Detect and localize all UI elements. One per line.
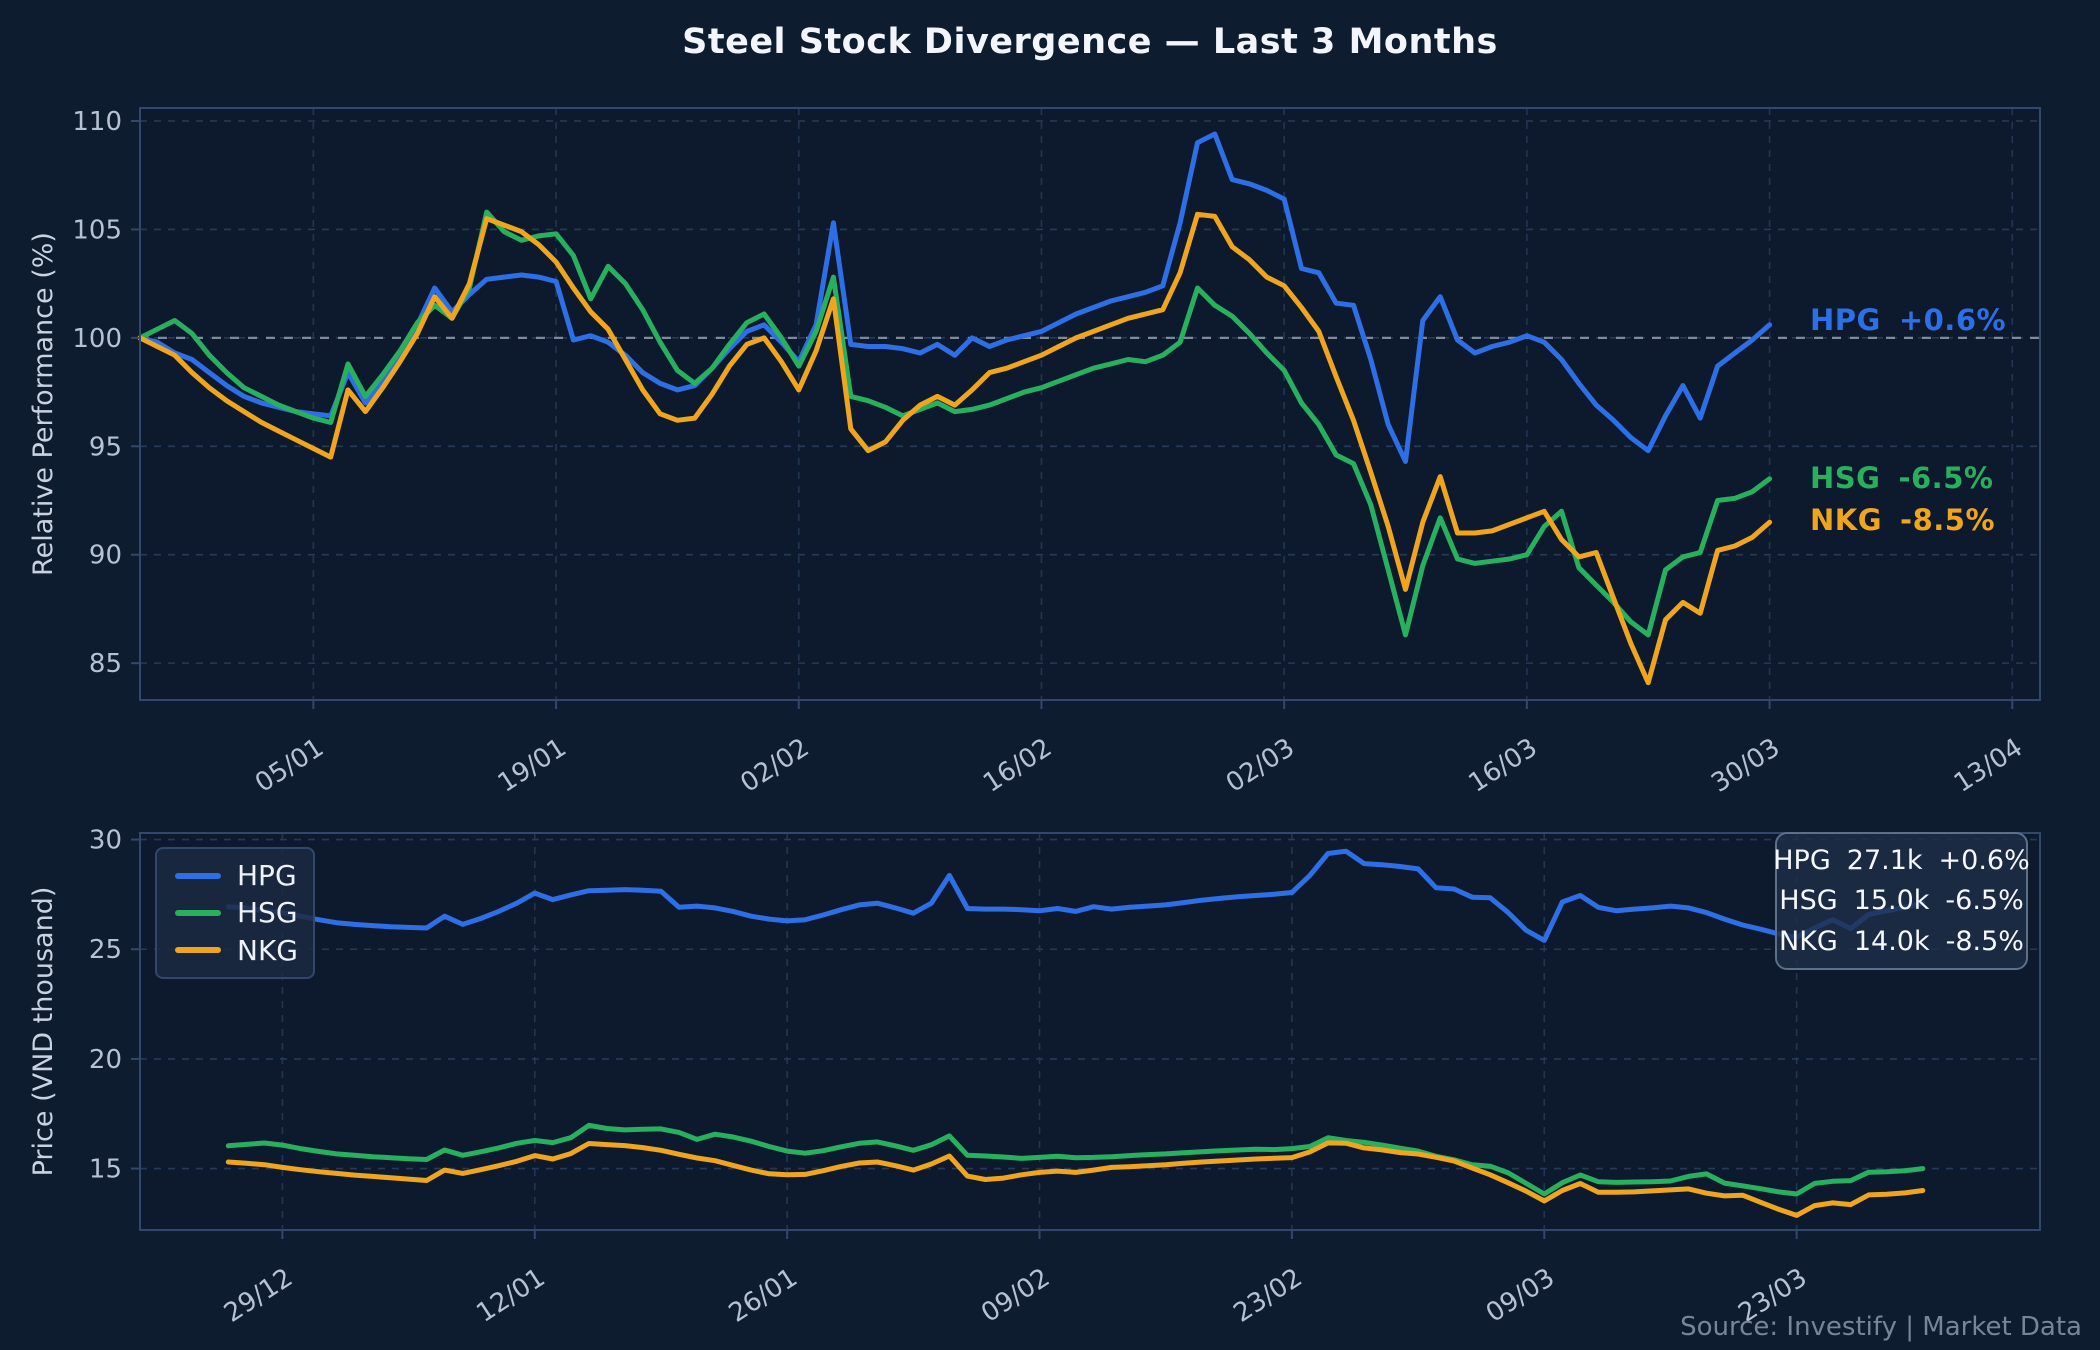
legend-label-hpg: HPG bbox=[237, 859, 297, 892]
price-summary-row-hpg: HPG 27.1k +0.6% bbox=[1787, 845, 2016, 876]
steel-stocks-dashboard: Steel Stock Divergence — Last 3 Months 0… bbox=[0, 0, 2100, 1350]
y-tick-label: 95 bbox=[89, 432, 122, 462]
y-tick-label: 90 bbox=[89, 541, 122, 571]
price-summary-row-hsg: HSG 15.0k -6.5% bbox=[1787, 885, 2016, 916]
hsg-line-swatch-icon bbox=[175, 910, 221, 916]
y-tick-label: 15 bbox=[89, 1155, 122, 1185]
summary-nkg-name: NKG bbox=[1779, 926, 1838, 957]
hpg-line-swatch-icon bbox=[175, 873, 221, 879]
x-tick-label: 19/01 bbox=[493, 733, 572, 799]
annotation-hpg-change: +0.6% bbox=[1899, 303, 2006, 337]
x-tick-label: 05/01 bbox=[250, 733, 329, 799]
legend-item-hpg: HPG bbox=[175, 859, 295, 892]
y-tick-label: 105 bbox=[72, 215, 122, 245]
legend-label-hsg: HSG bbox=[237, 896, 298, 929]
x-tick-label: 26/01 bbox=[724, 1263, 803, 1329]
x-tick-label: 30/03 bbox=[1706, 733, 1785, 799]
legend-item-nkg: NKG bbox=[175, 934, 295, 967]
y-tick-label: 30 bbox=[89, 826, 122, 856]
annotation-hsg-change: -6.5% bbox=[1898, 461, 1993, 495]
summary-hpg-change: +0.6% bbox=[1939, 845, 2030, 876]
summary-hsg-name: HSG bbox=[1779, 885, 1837, 916]
y-tick-label: 100 bbox=[72, 324, 122, 354]
price-ylabel: Price (VND thousand) bbox=[28, 887, 59, 1177]
x-tick-label: 29/12 bbox=[219, 1263, 298, 1329]
relative-performance-plot-area bbox=[140, 108, 2040, 700]
x-tick-label: 02/03 bbox=[1221, 733, 1300, 799]
x-tick-label: 12/01 bbox=[471, 1263, 550, 1329]
annotation-nkg-name: NKG bbox=[1810, 503, 1882, 537]
y-tick-label: 25 bbox=[89, 935, 122, 965]
annotation-nkg-change: -8.5% bbox=[1900, 503, 1995, 537]
x-tick-label: 09/02 bbox=[976, 1263, 1055, 1329]
relative-performance-panel: 05/01 19/01 02/02 16/02 02/03 16/03 30/03 13/04… bbox=[28, 107, 2040, 799]
legend-label-nkg: NKG bbox=[237, 934, 298, 967]
charts-canvas: 05/01 19/01 02/02 16/02 02/03 16/03 30/03 13/04… bbox=[0, 0, 2100, 1350]
annotation-hpg-name: HPG bbox=[1810, 303, 1881, 337]
x-tick-label: 02/02 bbox=[735, 733, 814, 799]
summary-hpg-price: 27.1k bbox=[1847, 845, 1923, 876]
legend-item-hsg: HSG bbox=[175, 896, 295, 929]
y-tick-label: 20 bbox=[89, 1045, 122, 1075]
x-tick-label: 09/03 bbox=[1481, 1263, 1560, 1329]
summary-hsg-price: 15.0k bbox=[1854, 885, 1930, 916]
nkg-line-swatch-icon bbox=[175, 947, 221, 953]
source-note: Source: Investify | Market Data bbox=[1680, 1312, 2082, 1342]
relative-performance-ylabel: Relative Performance (%) bbox=[28, 232, 59, 576]
x-tick-label: 16/02 bbox=[978, 733, 1057, 799]
x-tick-label: 13/04 bbox=[1949, 733, 2028, 799]
price-panel: 29/1212/0126/0109/0223/0209/0323/0315202… bbox=[28, 826, 2040, 1329]
price-summary-box: HPG 27.1k +0.6% HSG 15.0k -6.5% NKG 14.0… bbox=[1775, 832, 2028, 970]
annotation-nkg: NKG -8.5% bbox=[1810, 503, 1995, 537]
annotation-hpg: HPG +0.6% bbox=[1810, 303, 2006, 337]
y-tick-label: 110 bbox=[72, 107, 122, 137]
annotation-hsg: HSG -6.5% bbox=[1810, 461, 1993, 495]
legend: HPG HSG NKG bbox=[155, 847, 315, 979]
price-summary-row-nkg: NKG 14.0k -8.5% bbox=[1787, 926, 2016, 957]
x-tick-label: 16/03 bbox=[1463, 733, 1542, 799]
summary-hsg-change: -6.5% bbox=[1945, 885, 2023, 916]
summary-hpg-name: HPG bbox=[1773, 845, 1831, 876]
y-tick-label: 85 bbox=[89, 649, 122, 679]
summary-nkg-change: -8.5% bbox=[1946, 926, 2024, 957]
x-tick-label: 23/02 bbox=[1229, 1263, 1308, 1329]
annotation-hsg-name: HSG bbox=[1810, 461, 1880, 495]
summary-nkg-price: 14.0k bbox=[1854, 926, 1930, 957]
